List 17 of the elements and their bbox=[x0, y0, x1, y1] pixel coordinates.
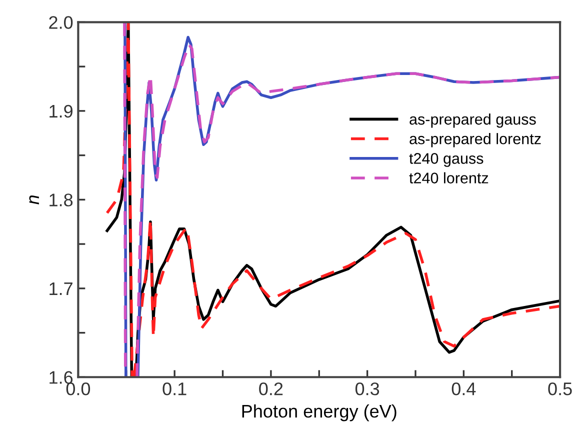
y-tick-label: 1.8 bbox=[50, 194, 73, 206]
legend-label: as-prepared lorentz bbox=[410, 133, 541, 148]
legend-label: as-prepared gauss bbox=[410, 113, 536, 128]
y-tick-label: 1.9 bbox=[50, 104, 72, 118]
x-tick-label: 0.3 bbox=[355, 382, 380, 396]
y-tick-label: 1.7 bbox=[50, 282, 72, 295]
legend-label: t240 gauss bbox=[409, 153, 484, 167]
x-tick-label: 0.0 bbox=[66, 382, 90, 396]
x-axis-title: Photon energy (eV) bbox=[242, 404, 396, 422]
x-tick-label: 0.1 bbox=[162, 382, 186, 396]
y-axis-title: n bbox=[29, 195, 39, 204]
y-tick-label: 2.0 bbox=[49, 16, 73, 29]
y-tick-label: 1.6 bbox=[50, 371, 73, 384]
x-tick-label: 0.5 bbox=[548, 382, 572, 396]
legend-label: t240 lorentz bbox=[409, 172, 488, 184]
x-tick-label: 0.4 bbox=[452, 382, 476, 396]
x-tick-label: 0.2 bbox=[259, 382, 283, 396]
